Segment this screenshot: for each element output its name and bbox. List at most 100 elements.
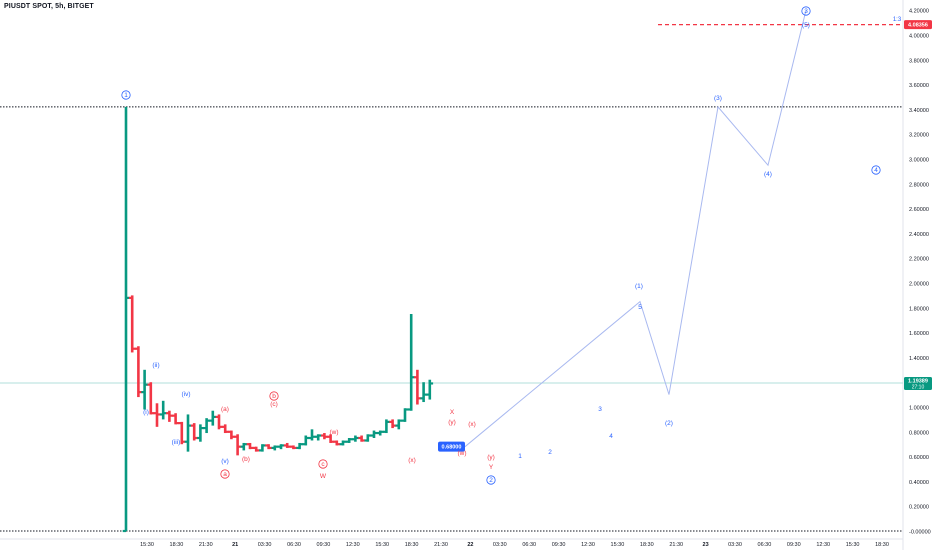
wave-label: (i) bbox=[143, 409, 149, 416]
time-tick-label: 15:30 bbox=[140, 542, 154, 548]
price-tick-label: 1.40000 bbox=[909, 356, 929, 362]
price-tick-label: 3.00000 bbox=[909, 158, 929, 164]
projection-path bbox=[464, 10, 807, 448]
wave-label: (w) bbox=[457, 450, 466, 457]
price-tick-label: 0.40000 bbox=[909, 480, 929, 486]
wave-label: (w) bbox=[329, 429, 338, 436]
wave-label: (c) bbox=[270, 401, 278, 408]
wave-label: (1) bbox=[635, 283, 643, 290]
time-tick-label: 09:30 bbox=[552, 542, 566, 548]
wave-label-circle bbox=[871, 165, 881, 175]
time-tick-label: 09:30 bbox=[317, 542, 331, 548]
price-tick-label: 0.60000 bbox=[909, 455, 929, 461]
time-tick-label: 06:30 bbox=[758, 542, 772, 548]
symbol-title: PIUSDT SPOT, 5h, BITGET bbox=[4, 3, 94, 10]
time-tick-label: 18:30 bbox=[170, 542, 184, 548]
price-tick-label: 3.40000 bbox=[909, 108, 929, 114]
wave-label: (y) bbox=[487, 454, 495, 461]
wave-label: 3 bbox=[804, 8, 808, 15]
time-tick-label: 12:30 bbox=[816, 542, 830, 548]
wave-label-circle bbox=[220, 469, 230, 479]
time-tick-label: 06:30 bbox=[287, 542, 301, 548]
wave-label: (b) bbox=[242, 456, 250, 463]
wave-label: (iv) bbox=[181, 391, 190, 398]
time-tick-label: 21:30 bbox=[199, 542, 213, 548]
time-tick-label: 21 bbox=[232, 542, 238, 548]
wave-label: 4 bbox=[874, 167, 878, 174]
wave-label: (3) bbox=[714, 95, 722, 102]
time-tick-label: 15:30 bbox=[846, 542, 860, 548]
time-tick-label: 03:30 bbox=[258, 542, 272, 548]
wave-label: (5) bbox=[802, 22, 810, 29]
time-tick-label: 15:30 bbox=[375, 542, 389, 548]
price-tick-label: 2.80000 bbox=[909, 182, 929, 188]
wave-label: (2) bbox=[665, 420, 673, 427]
time-tick-label: 12:30 bbox=[346, 542, 360, 548]
wave-label: X bbox=[450, 409, 455, 416]
price-tick-label: 3.60000 bbox=[909, 83, 929, 89]
price-tick-label: 4.20000 bbox=[909, 9, 929, 15]
wave-label: 1 bbox=[518, 453, 522, 460]
current-price-label: 1.19389 bbox=[908, 378, 928, 384]
wave-label: 5 bbox=[638, 304, 642, 311]
wave-label: Y bbox=[489, 464, 494, 471]
wave-label: (v) bbox=[221, 458, 229, 465]
time-tick-label: 06:30 bbox=[522, 542, 536, 548]
wave-label: (x) bbox=[408, 457, 416, 464]
wave-label: c bbox=[321, 461, 325, 468]
wave-label: b bbox=[272, 393, 276, 400]
price-tick-label: 2.40000 bbox=[909, 232, 929, 238]
time-tick-label: 21:30 bbox=[669, 542, 683, 548]
time-tick-label: 21:30 bbox=[434, 542, 448, 548]
time-tick-label: 18:30 bbox=[640, 542, 654, 548]
price-tick-label: 1.00000 bbox=[909, 406, 929, 412]
time-tick-label: 23 bbox=[703, 542, 709, 548]
wave-label: a bbox=[223, 471, 227, 478]
price-tick-label: 1.80000 bbox=[909, 306, 929, 312]
time-tick-label: 22 bbox=[467, 542, 473, 548]
price-tick-label: 3.80000 bbox=[909, 58, 929, 64]
wave-label: 2 bbox=[548, 449, 552, 456]
price-tick-label: 0.20000 bbox=[909, 505, 929, 511]
wave-label: 2 bbox=[489, 477, 493, 484]
time-tick-label: 18:30 bbox=[405, 542, 419, 548]
wave-label-circle bbox=[318, 459, 328, 469]
price-tick-label: 2.00000 bbox=[909, 282, 929, 288]
price-tick-label: 2.60000 bbox=[909, 207, 929, 213]
target-price-label: 4.08356 bbox=[908, 23, 928, 29]
time-tick-label: 12:30 bbox=[581, 542, 595, 548]
wave-label-circle bbox=[801, 6, 811, 16]
price-tick-label: 0.80000 bbox=[909, 430, 929, 436]
wave-label-circle bbox=[486, 475, 496, 485]
price-tick-label: -0.00000 bbox=[909, 530, 931, 536]
wave-label: 3 bbox=[598, 406, 602, 413]
target-price-tag bbox=[904, 20, 932, 30]
wave-label: (y) bbox=[448, 419, 456, 426]
wave-label-circle bbox=[269, 391, 279, 401]
current-price-tag bbox=[904, 376, 932, 390]
wave-label: W bbox=[320, 473, 327, 480]
wave-label: (a) bbox=[221, 406, 229, 413]
time-tick-label: 03:30 bbox=[728, 542, 742, 548]
price-tick-label: 1.60000 bbox=[909, 331, 929, 337]
low-marker-tag bbox=[438, 441, 465, 452]
wave-label: 4 bbox=[609, 433, 613, 440]
time-tick-label: 09:30 bbox=[787, 542, 801, 548]
wave-label: (ii) bbox=[152, 362, 159, 369]
wave-label: (x) bbox=[468, 421, 476, 428]
wave-label: (4) bbox=[764, 171, 772, 178]
price-tick-label: 3.20000 bbox=[909, 133, 929, 139]
low-marker-label: 0.68000 bbox=[442, 445, 462, 451]
wave-label: (iii) bbox=[172, 439, 181, 446]
time-tick-label: 18:30 bbox=[875, 542, 889, 548]
fib-ratio-label: 1:3 bbox=[893, 17, 902, 23]
time-tick-label: 15:30 bbox=[611, 542, 625, 548]
time-tick-label: 03:30 bbox=[493, 542, 507, 548]
price-tick-label: 4.00000 bbox=[909, 34, 929, 40]
wave-label-circle bbox=[121, 90, 131, 100]
price-tick-label: 2.20000 bbox=[909, 257, 929, 263]
countdown-label: 27:10 bbox=[912, 384, 925, 390]
wave-label: 1 bbox=[124, 92, 128, 99]
